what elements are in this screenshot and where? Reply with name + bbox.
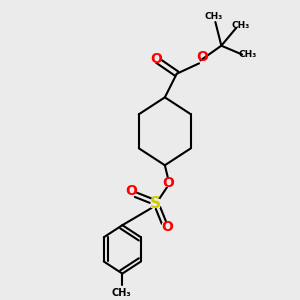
Text: O: O <box>125 184 137 198</box>
FancyBboxPatch shape <box>127 187 136 195</box>
Text: CH₃: CH₃ <box>232 20 250 29</box>
Text: O: O <box>196 50 208 64</box>
FancyBboxPatch shape <box>164 179 173 187</box>
FancyBboxPatch shape <box>151 200 160 208</box>
Text: CH₃: CH₃ <box>239 50 257 59</box>
Text: O: O <box>163 176 174 190</box>
Text: S: S <box>150 196 160 211</box>
Text: O: O <box>161 220 173 234</box>
Text: CH₃: CH₃ <box>111 288 131 298</box>
Text: CH₃: CH₃ <box>205 12 223 21</box>
FancyBboxPatch shape <box>152 55 160 63</box>
Text: O: O <box>150 52 162 66</box>
FancyBboxPatch shape <box>163 223 171 231</box>
